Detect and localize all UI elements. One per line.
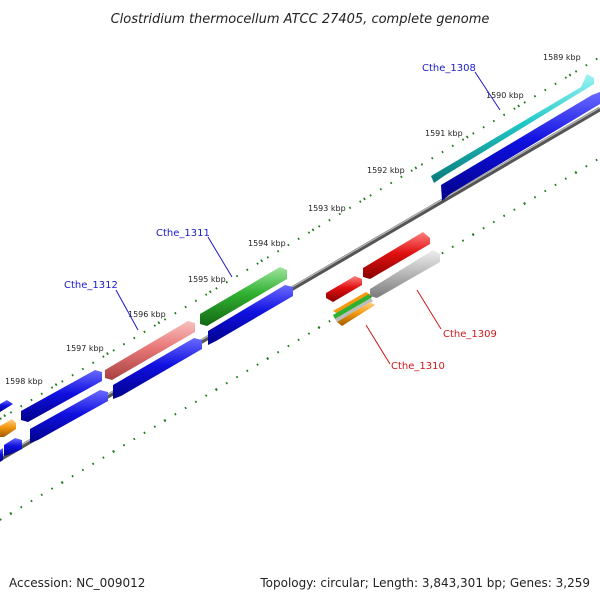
gene-cthe-1312[interactable] [105, 321, 195, 380]
cds-arrow[interactable] [30, 390, 108, 443]
cds-arrow[interactable] [0, 400, 13, 412]
cds-arrow[interactable] [208, 285, 293, 345]
gene-cthe-1308[interactable] [431, 74, 594, 183]
gene-cthe-1309[interactable] [370, 250, 440, 298]
gene-labels: Cthe_1308 Cthe_1311 Cthe_1312 Cthe_1309 … [64, 63, 497, 372]
orange-gene[interactable] [337, 302, 375, 326]
red-gene[interactable] [326, 276, 362, 302]
gene-cthe-1311[interactable] [200, 267, 287, 326]
kbp-label: 1592 kbp [367, 166, 405, 175]
cds-arrow[interactable] [4, 438, 22, 456]
gene-track-upper [0, 74, 594, 437]
gene-label-cthe-1308[interactable]: Cthe_1308 [422, 63, 476, 74]
orange-gene[interactable] [0, 419, 16, 437]
kbp-label: 1598 kbp [5, 377, 43, 386]
genome-summary-text: Topology: circular; Length: 3,843,301 bp… [259, 576, 590, 590]
cds-arrow[interactable] [441, 92, 600, 201]
reverse-strand-genes [326, 232, 440, 326]
kbp-label: 1593 kbp [308, 204, 346, 213]
label-leaders [115, 71, 501, 365]
gene-label-cthe-1311[interactable]: Cthe_1311 [156, 228, 210, 239]
kbp-label: 1597 kbp [66, 344, 104, 353]
outer-tick-scale [0, 55, 600, 420]
gene-label-cthe-1310[interactable]: Cthe_1310 [391, 361, 445, 372]
kbp-label: 1591 kbp [425, 129, 463, 138]
kbp-label: 1590 kbp [486, 91, 524, 100]
kbp-label: 1596 kbp [128, 310, 166, 319]
accession-text: Accession: NC_009012 [9, 576, 145, 590]
cds-arrow[interactable] [0, 448, 3, 462]
inner-tick-scale [0, 156, 600, 521]
kbp-label: 1595 kbp [188, 275, 226, 284]
cds-track-lower [0, 92, 600, 462]
kbp-label: 1594 kbp [248, 239, 286, 248]
cds-arrow[interactable] [113, 338, 202, 399]
red-gene[interactable] [363, 232, 430, 279]
kbp-label: 1589 kbp [543, 53, 581, 62]
kbp-labels: 1589 kbp 1590 kbp 1591 kbp 1592 kbp 1593… [5, 53, 581, 386]
gene-cthe-1310[interactable] [333, 292, 373, 322]
cds-arrow[interactable] [21, 370, 102, 422]
map-title: Clostridium thermocellum ATCC 27405, com… [111, 12, 490, 27]
gene-label-cthe-1309[interactable]: Cthe_1309 [443, 329, 497, 340]
gene-label-cthe-1312[interactable]: Cthe_1312 [64, 280, 118, 291]
